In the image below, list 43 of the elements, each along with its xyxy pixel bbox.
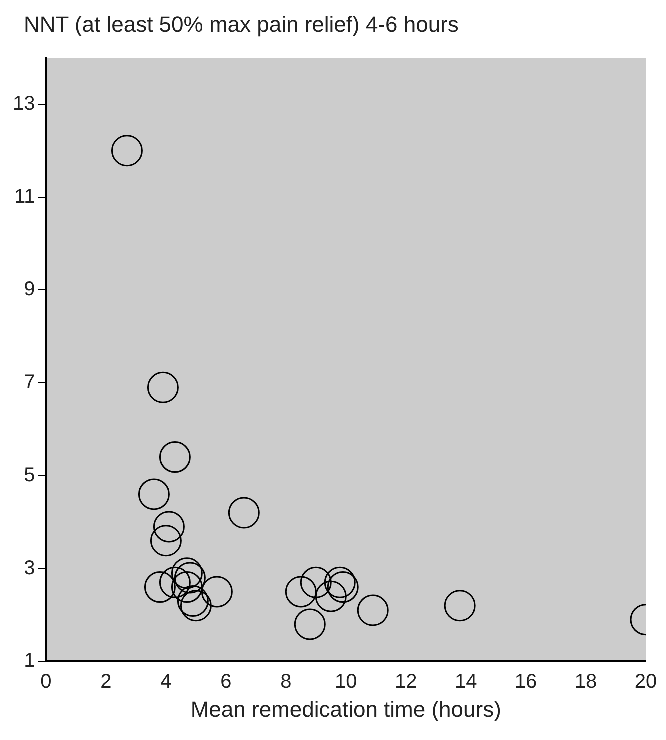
x-tick-label: 18 [574,671,598,694]
point [315,580,347,612]
y-tick-label: 5 [24,464,36,486]
point [159,442,191,474]
y-tick-label: 1 [24,650,36,672]
x-tick-label: 10 [335,671,358,694]
y-tick-label: 3 [24,557,36,580]
y-tick-label: 9 [24,278,36,301]
point [174,562,206,594]
x-tick-label: 8 [280,671,292,694]
y-tick-label: 7 [24,372,36,394]
point [300,566,332,598]
point [150,525,182,557]
point [294,608,326,640]
point [171,558,203,590]
x-tick-label: 2 [100,671,112,694]
point [144,572,176,604]
point [285,576,317,608]
point [357,594,389,626]
point [324,566,356,598]
x-axis-title: Mean remedication time (hours) [190,696,502,722]
point [147,372,179,404]
point [153,511,185,543]
y-tick-label: 11 [14,186,36,208]
point [159,566,191,598]
point [171,572,203,604]
x-tick-label: 20 [634,671,658,694]
x-tick-label: 12 [394,671,418,694]
point [138,478,170,510]
point [177,585,209,617]
x-tick-label: 14 [454,671,478,694]
point [201,576,233,608]
x-tick-label: 0 [40,671,52,694]
x-tick-label: 16 [514,671,538,694]
x-tick-label: 6 [220,671,232,694]
x-tick-label: 4 [160,671,172,694]
y-tick-label: 13 [12,92,36,115]
chart-title: NNT (at least 50% max pain relief) 4-6 hours [24,12,460,38]
point [228,497,260,529]
point [444,590,476,622]
point [327,572,359,604]
point [180,590,212,622]
point [111,135,143,167]
